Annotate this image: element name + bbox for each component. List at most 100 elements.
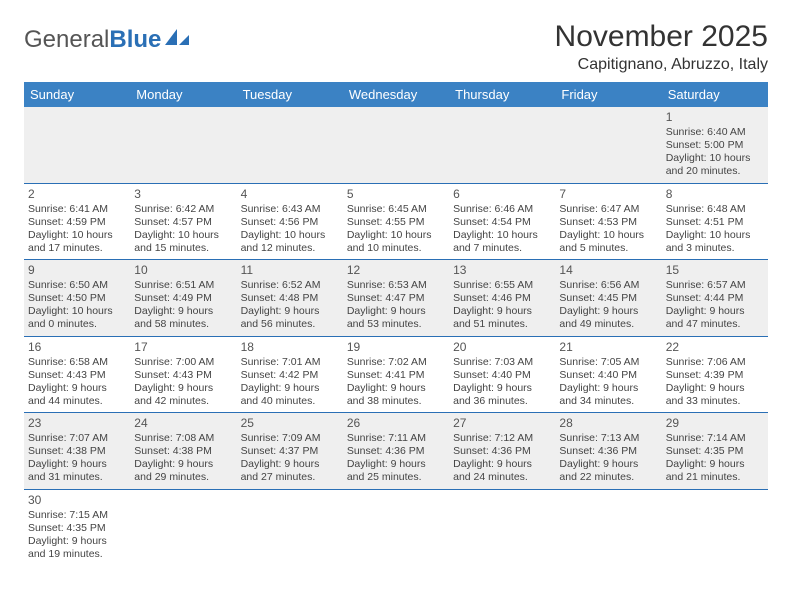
daylight-text: Daylight: 9 hours and 49 minutes.: [559, 305, 657, 331]
calendar-cell: 23Sunrise: 7:07 AMSunset: 4:38 PMDayligh…: [24, 413, 130, 490]
calendar-cell: 15Sunrise: 6:57 AMSunset: 4:44 PMDayligh…: [662, 260, 768, 337]
day-number: 4: [241, 187, 339, 202]
header: GeneralBlue November 2025 Capitignano, A…: [24, 20, 768, 74]
sunrise-text: Sunrise: 7:12 AM: [453, 432, 551, 445]
sunrise-text: Sunrise: 7:03 AM: [453, 356, 551, 369]
calendar-cell: [449, 107, 555, 183]
sunset-text: Sunset: 4:56 PM: [241, 216, 339, 229]
calendar-cell: 26Sunrise: 7:11 AMSunset: 4:36 PMDayligh…: [343, 413, 449, 490]
day-number: 26: [347, 416, 445, 431]
daylight-text: Daylight: 9 hours and 38 minutes.: [347, 382, 445, 408]
sunrise-text: Sunrise: 7:06 AM: [666, 356, 764, 369]
calendar-cell: [24, 107, 130, 183]
day-number: 28: [559, 416, 657, 431]
logo-text-general: General: [24, 26, 109, 54]
day-number: 14: [559, 263, 657, 278]
daylight-text: Daylight: 9 hours and 42 minutes.: [134, 382, 232, 408]
weekday-header: Monday: [130, 82, 236, 107]
sunrise-text: Sunrise: 6:58 AM: [28, 356, 126, 369]
daylight-text: Daylight: 9 hours and 56 minutes.: [241, 305, 339, 331]
calendar-cell: 4Sunrise: 6:43 AMSunset: 4:56 PMDaylight…: [237, 183, 343, 260]
weekday-header: Saturday: [662, 82, 768, 107]
sunset-text: Sunset: 4:38 PM: [28, 445, 126, 458]
calendar-cell: 14Sunrise: 6:56 AMSunset: 4:45 PMDayligh…: [555, 260, 661, 337]
sunset-text: Sunset: 4:42 PM: [241, 369, 339, 382]
sunset-text: Sunset: 4:57 PM: [134, 216, 232, 229]
daylight-text: Daylight: 9 hours and 51 minutes.: [453, 305, 551, 331]
sunset-text: Sunset: 4:51 PM: [666, 216, 764, 229]
day-number: 11: [241, 263, 339, 278]
calendar-cell: 9Sunrise: 6:50 AMSunset: 4:50 PMDaylight…: [24, 260, 130, 337]
title-block: November 2025 Capitignano, Abruzzo, Ital…: [555, 20, 768, 74]
day-number: 30: [28, 493, 126, 508]
sunset-text: Sunset: 4:36 PM: [453, 445, 551, 458]
sunset-text: Sunset: 4:47 PM: [347, 292, 445, 305]
weekday-header: Sunday: [24, 82, 130, 107]
calendar-page: GeneralBlue November 2025 Capitignano, A…: [0, 0, 792, 585]
daylight-text: Daylight: 9 hours and 31 minutes.: [28, 458, 126, 484]
sunrise-text: Sunrise: 6:57 AM: [666, 279, 764, 292]
calendar-cell: [130, 489, 236, 565]
daylight-text: Daylight: 9 hours and 36 minutes.: [453, 382, 551, 408]
sunrise-text: Sunrise: 6:45 AM: [347, 203, 445, 216]
calendar-cell: 13Sunrise: 6:55 AMSunset: 4:46 PMDayligh…: [449, 260, 555, 337]
calendar-cell: [662, 489, 768, 565]
day-number: 9: [28, 263, 126, 278]
sunset-text: Sunset: 4:36 PM: [559, 445, 657, 458]
daylight-text: Daylight: 10 hours and 10 minutes.: [347, 229, 445, 255]
sunset-text: Sunset: 4:45 PM: [559, 292, 657, 305]
sunrise-text: Sunrise: 6:47 AM: [559, 203, 657, 216]
calendar-cell: 2Sunrise: 6:41 AMSunset: 4:59 PMDaylight…: [24, 183, 130, 260]
sunrise-text: Sunrise: 6:42 AM: [134, 203, 232, 216]
day-number: 15: [666, 263, 764, 278]
sunrise-text: Sunrise: 6:56 AM: [559, 279, 657, 292]
sunrise-text: Sunrise: 7:07 AM: [28, 432, 126, 445]
sunset-text: Sunset: 4:37 PM: [241, 445, 339, 458]
calendar-cell: 11Sunrise: 6:52 AMSunset: 4:48 PMDayligh…: [237, 260, 343, 337]
sunrise-text: Sunrise: 6:40 AM: [666, 126, 764, 139]
daylight-text: Daylight: 10 hours and 17 minutes.: [28, 229, 126, 255]
calendar-cell: [130, 107, 236, 183]
sunset-text: Sunset: 4:55 PM: [347, 216, 445, 229]
day-number: 8: [666, 187, 764, 202]
day-number: 22: [666, 340, 764, 355]
calendar-cell: [449, 489, 555, 565]
calendar-cell: 25Sunrise: 7:09 AMSunset: 4:37 PMDayligh…: [237, 413, 343, 490]
calendar-cell: 12Sunrise: 6:53 AMSunset: 4:47 PMDayligh…: [343, 260, 449, 337]
sunrise-text: Sunrise: 7:13 AM: [559, 432, 657, 445]
sunset-text: Sunset: 4:39 PM: [666, 369, 764, 382]
calendar-cell: 16Sunrise: 6:58 AMSunset: 4:43 PMDayligh…: [24, 336, 130, 413]
logo-text-blue: Blue: [109, 26, 161, 54]
calendar-cell: [555, 489, 661, 565]
calendar-row: 16Sunrise: 6:58 AMSunset: 4:43 PMDayligh…: [24, 336, 768, 413]
daylight-text: Daylight: 10 hours and 3 minutes.: [666, 229, 764, 255]
sunrise-text: Sunrise: 7:00 AM: [134, 356, 232, 369]
sunrise-text: Sunrise: 6:53 AM: [347, 279, 445, 292]
sunrise-text: Sunrise: 6:48 AM: [666, 203, 764, 216]
daylight-text: Daylight: 10 hours and 20 minutes.: [666, 152, 764, 178]
calendar-cell: 24Sunrise: 7:08 AMSunset: 4:38 PMDayligh…: [130, 413, 236, 490]
calendar-cell: 28Sunrise: 7:13 AMSunset: 4:36 PMDayligh…: [555, 413, 661, 490]
calendar-cell: 3Sunrise: 6:42 AMSunset: 4:57 PMDaylight…: [130, 183, 236, 260]
sail-icon: [163, 26, 191, 54]
calendar-cell: 30Sunrise: 7:15 AMSunset: 4:35 PMDayligh…: [24, 489, 130, 565]
sunset-text: Sunset: 5:00 PM: [666, 139, 764, 152]
weekday-header: Tuesday: [237, 82, 343, 107]
weekday-header: Friday: [555, 82, 661, 107]
calendar-table: Sunday Monday Tuesday Wednesday Thursday…: [24, 82, 768, 565]
sunrise-text: Sunrise: 7:15 AM: [28, 509, 126, 522]
weekday-header: Wednesday: [343, 82, 449, 107]
calendar-cell: 27Sunrise: 7:12 AMSunset: 4:36 PMDayligh…: [449, 413, 555, 490]
day-number: 5: [347, 187, 445, 202]
calendar-cell: 18Sunrise: 7:01 AMSunset: 4:42 PMDayligh…: [237, 336, 343, 413]
daylight-text: Daylight: 9 hours and 27 minutes.: [241, 458, 339, 484]
sunrise-text: Sunrise: 7:02 AM: [347, 356, 445, 369]
sunset-text: Sunset: 4:46 PM: [453, 292, 551, 305]
weekday-header: Thursday: [449, 82, 555, 107]
day-number: 12: [347, 263, 445, 278]
sunset-text: Sunset: 4:40 PM: [453, 369, 551, 382]
day-number: 19: [347, 340, 445, 355]
sunset-text: Sunset: 4:44 PM: [666, 292, 764, 305]
day-number: 17: [134, 340, 232, 355]
day-number: 13: [453, 263, 551, 278]
